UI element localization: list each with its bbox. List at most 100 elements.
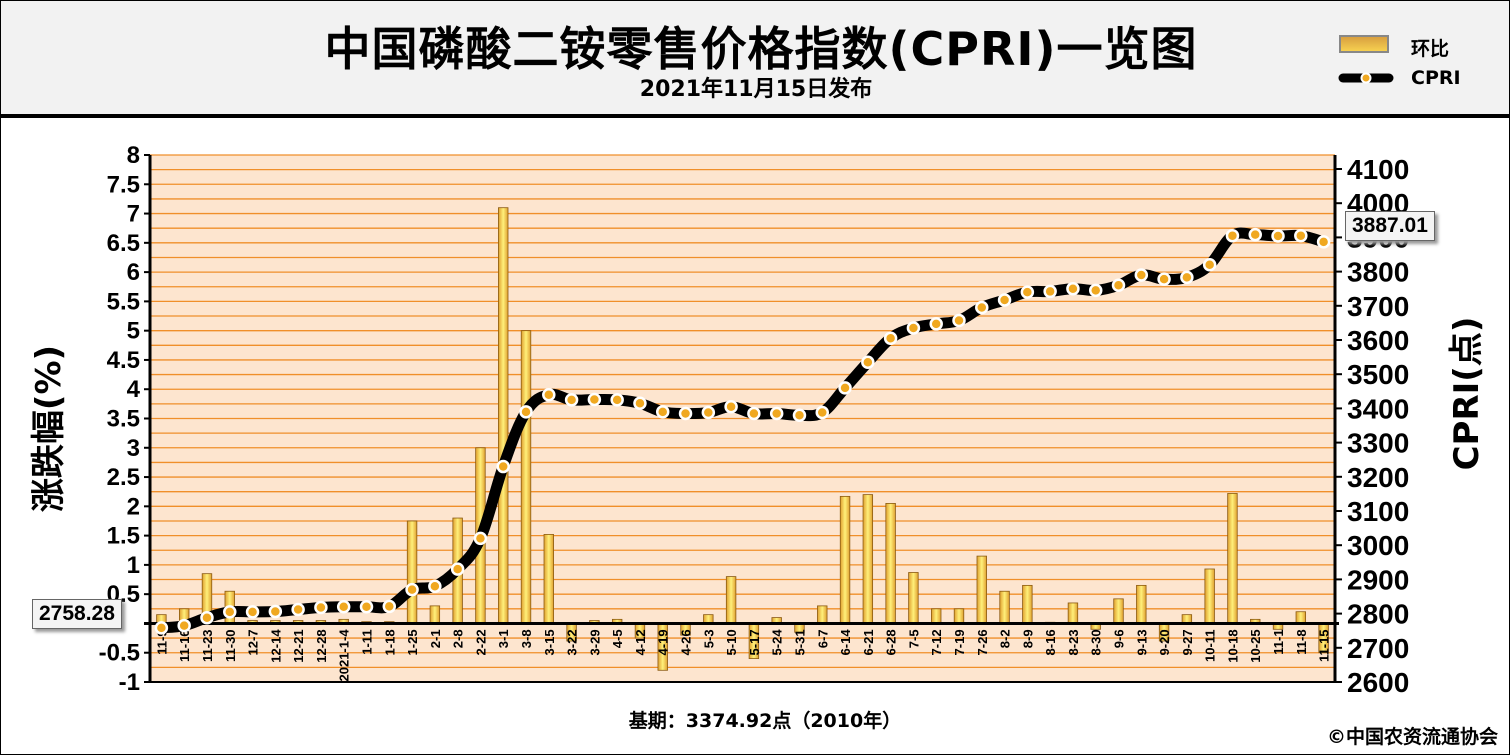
y-tick-label: 2 <box>127 493 140 520</box>
bar <box>543 534 554 624</box>
y2-tick-label: 3500 <box>1347 359 1409 390</box>
cpri-point <box>1043 284 1057 299</box>
x-tick-label: 5-3 <box>701 629 716 648</box>
y-axis-label: 涨跌幅(%) <box>29 345 69 512</box>
y-tick-label: 6.5 <box>107 230 140 257</box>
x-tick-label: 2021-1-4 <box>337 629 352 682</box>
bar <box>1295 611 1307 624</box>
x-tick-label: 7-26 <box>975 629 990 655</box>
x-tick-label: 6-14 <box>838 629 853 656</box>
x-tick-label: 12-28 <box>314 629 329 662</box>
x-tick-label: 9-20 <box>1157 629 1172 655</box>
x-tick-label: 3-22 <box>565 629 580 655</box>
x-tick-label: 7-12 <box>929 629 944 655</box>
y2-tick-label: 3000 <box>1347 530 1409 561</box>
x-tick-label: 6-21 <box>861 629 876 655</box>
bar <box>429 605 441 624</box>
y2-tick-label: 2800 <box>1347 599 1409 630</box>
x-tick-label: 8-30 <box>1089 629 1104 655</box>
bar <box>725 576 737 624</box>
page-title: 中国磷酸二铵零售价格指数(CPRI)一览图 <box>324 22 1198 76</box>
base-period-note: 基期：3374.92点（2010年） <box>628 710 902 732</box>
cpri-point <box>815 405 830 420</box>
x-tick-label: 10-11 <box>1203 629 1218 662</box>
bar <box>498 207 509 624</box>
bar <box>839 495 851 624</box>
x-tick-label: 8-16 <box>1043 629 1058 655</box>
x-tick-label: 12-7 <box>246 629 261 655</box>
bar <box>520 330 532 624</box>
x-tick-label: 4-19 <box>656 629 671 655</box>
x-tick-label: 2-1 <box>428 629 443 648</box>
cpri-point <box>1202 258 1217 272</box>
cpri-point <box>975 300 989 315</box>
cpri-point <box>450 562 465 576</box>
bar <box>406 520 418 624</box>
x-tick-label: 3-1 <box>496 629 511 648</box>
bar <box>1227 493 1238 624</box>
x-tick-label: 7-5 <box>906 629 921 648</box>
y-tick-label: 5.5 <box>107 288 140 315</box>
cpri-point <box>861 355 875 369</box>
cpri-point <box>678 406 693 421</box>
cpri-point <box>792 408 807 422</box>
y2-tick-label: 2700 <box>1347 633 1409 664</box>
x-tick-label: 1-11 <box>359 629 374 654</box>
legend-line-swatch <box>1338 72 1394 84</box>
cpri-point <box>564 393 579 407</box>
cpri-point <box>838 381 852 395</box>
cpri-point <box>1020 285 1035 299</box>
y-tick-label: 3.5 <box>107 406 140 433</box>
x-tick-label: 1-18 <box>382 629 397 655</box>
x-tick-label: 11-23 <box>200 629 215 662</box>
chart-plot: 87.576.565.554.543.532.521.510.5-0.5-141… <box>29 142 1487 698</box>
y-tick-label: 7.5 <box>107 171 140 198</box>
bar <box>1113 598 1124 624</box>
bar <box>1204 568 1215 624</box>
y-tick-label: 6 <box>127 259 140 286</box>
x-tick-label: 6-28 <box>884 629 899 655</box>
x-tick-label: 10-25 <box>1248 629 1263 662</box>
y-tick-label: 8 <box>127 142 140 169</box>
cpri-point <box>633 396 647 411</box>
cpri-point <box>1157 272 1171 286</box>
bar <box>976 555 987 624</box>
y-tick-label: 4.5 <box>107 347 140 374</box>
x-tick-label: 4-12 <box>633 629 648 655</box>
bar <box>999 590 1010 624</box>
y2-tick-label: 3600 <box>1347 325 1409 356</box>
y-tick-label: 4 <box>127 376 141 403</box>
x-tick-label: 8-2 <box>998 629 1013 648</box>
bar <box>908 572 919 624</box>
cpri-point <box>473 531 488 546</box>
bar <box>931 608 942 624</box>
x-tick-label: 9-27 <box>1180 629 1195 655</box>
cpri-point <box>883 331 898 346</box>
x-tick-label: 12-14 <box>268 629 283 663</box>
cpri-point <box>1180 270 1194 285</box>
y-tick-label: -1 <box>119 669 140 696</box>
cpri-point <box>747 406 761 421</box>
publish-date: 2021年11月15日发布 <box>639 77 873 102</box>
copyright-note: ©中国农资流通协会 <box>1326 726 1498 748</box>
x-tick-label: 5-24 <box>770 629 785 656</box>
cpri-point <box>291 602 305 617</box>
bar <box>953 608 965 624</box>
legend-bar-swatch <box>1339 35 1389 53</box>
cpri-point <box>929 317 943 331</box>
y2-tick-label: 3800 <box>1347 257 1409 288</box>
x-tick-label: 11-1 <box>1271 629 1286 654</box>
x-tick-label: 6-7 <box>815 629 830 648</box>
y2-tick-label: 3700 <box>1347 291 1409 322</box>
x-tick-label: 7-19 <box>952 629 967 655</box>
cpri-point <box>1294 228 1308 243</box>
x-tick-label: 3-29 <box>587 629 602 655</box>
cpri-point <box>428 579 442 593</box>
x-tick-label: 12-21 <box>291 629 306 662</box>
x-tick-label: 9-6 <box>1112 629 1127 648</box>
x-tick-label: 11-16 <box>177 629 192 662</box>
x-tick-label: 1-25 <box>405 629 420 655</box>
cpri-point <box>724 399 738 414</box>
y2-tick-label: 4100 <box>1347 154 1409 185</box>
end-value-callout: 3887.01 <box>1345 211 1435 241</box>
